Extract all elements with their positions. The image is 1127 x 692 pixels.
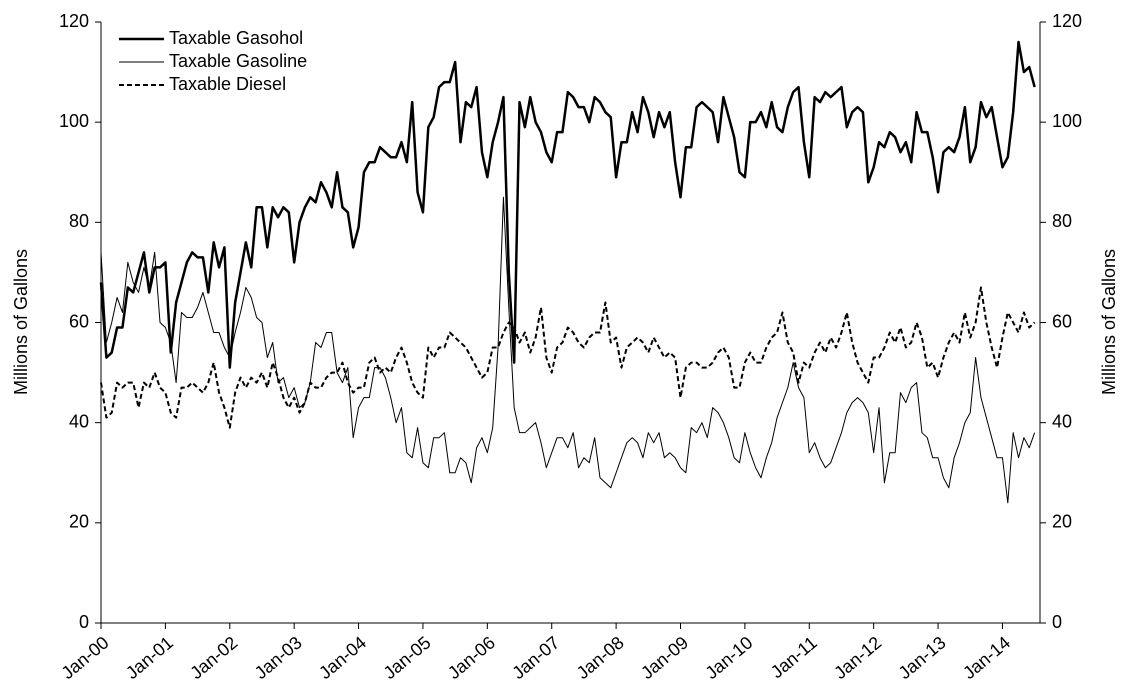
- x-tick-label: Jan-04: [315, 632, 370, 683]
- x-tick-label: Jan-07: [508, 632, 563, 683]
- y-tick-label: 80: [69, 211, 89, 231]
- x-tick-label: Jan-05: [380, 632, 435, 683]
- x-tick-label: Jan-10: [701, 632, 756, 683]
- y-tick-label: 120: [59, 11, 89, 31]
- x-tick-label: Jan-01: [122, 632, 177, 683]
- x-tick-label: Jan-03: [251, 632, 306, 683]
- y2-tick-label: 120: [1052, 11, 1082, 31]
- legend-label: Taxable Gasoline: [169, 51, 307, 71]
- y2-tick-label: 40: [1052, 411, 1072, 431]
- y2-tick-label: 60: [1052, 311, 1072, 331]
- y-tick-label: 60: [69, 311, 89, 331]
- line-series: [100, 196, 1036, 504]
- y2-axis-title: Millions of Gallons: [1099, 249, 1119, 395]
- legend-label: Taxable Gasohol: [169, 28, 303, 48]
- x-tick-label: Jan-12: [830, 632, 885, 683]
- line-series: [100, 286, 1036, 429]
- x-tick-label: Jan-14: [959, 632, 1014, 683]
- x-tick-label: Jan-09: [637, 632, 692, 683]
- x-tick-label: Jan-02: [186, 632, 241, 683]
- x-tick-label: Jan-08: [573, 632, 628, 683]
- y-tick-label: 40: [69, 411, 89, 431]
- y2-tick-label: 100: [1052, 111, 1082, 131]
- y-axis-title: Millions of Gallons: [11, 249, 31, 395]
- y2-tick-label: 20: [1052, 512, 1072, 532]
- y2-tick-label: 80: [1052, 211, 1072, 231]
- y-tick-label: 100: [59, 111, 89, 131]
- y-tick-label: 20: [69, 512, 89, 532]
- line-series: [99, 40, 1036, 369]
- x-tick-label: Jan-11: [767, 632, 821, 682]
- y-tick-label: 0: [79, 612, 89, 632]
- x-tick-label: Jan-13: [895, 632, 950, 683]
- x-tick-label: Jan-06: [444, 632, 499, 683]
- x-tick-label: Jan-00: [58, 632, 113, 683]
- legend-label: Taxable Diesel: [169, 74, 286, 94]
- y2-tick-label: 0: [1052, 612, 1062, 632]
